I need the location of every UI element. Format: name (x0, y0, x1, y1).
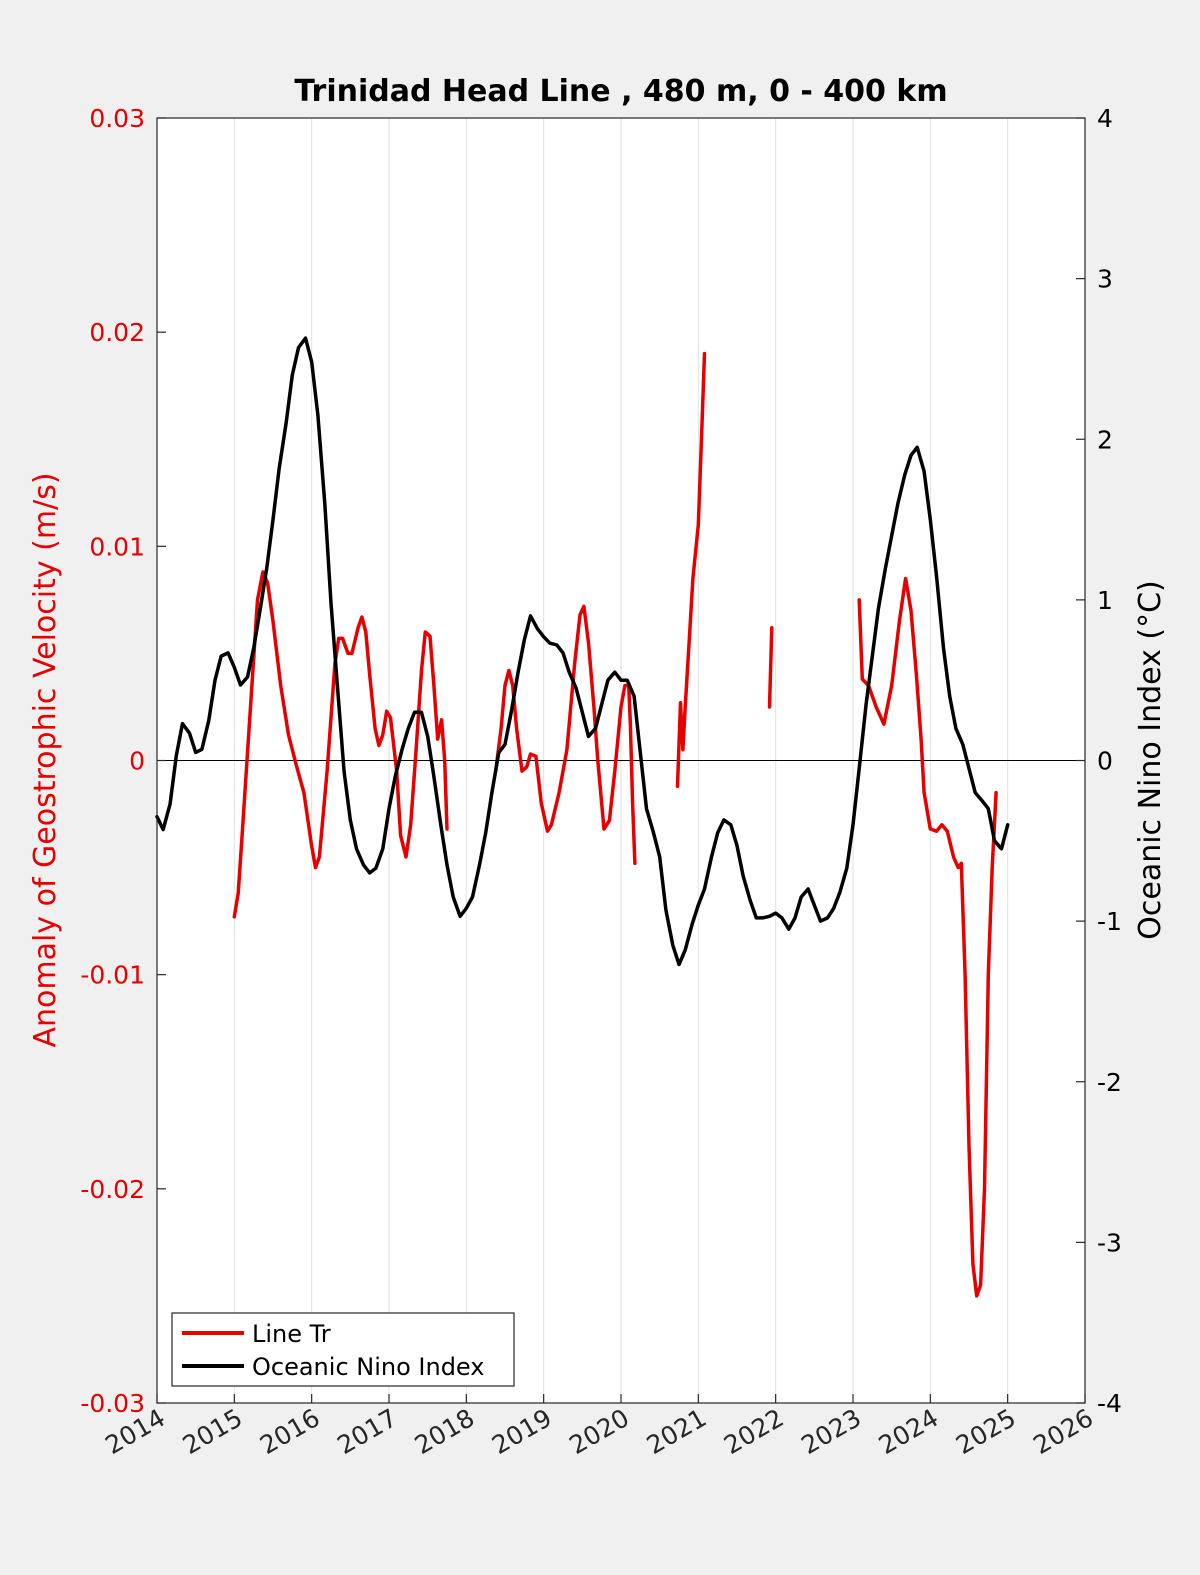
x-tick-label: 2024 (874, 1403, 944, 1460)
y-right-axis-label: Oceanic Nino Index (°C) (1133, 580, 1168, 940)
y-left-tick-label: -0.03 (80, 1389, 145, 1418)
y-right-tick-label: -1 (1097, 907, 1122, 936)
series-line-tr (767, 625, 774, 709)
series-line-tr (857, 576, 998, 1298)
legend-label-oni: Oceanic Nino Index (252, 1353, 484, 1381)
x-tick-label: 2026 (1028, 1403, 1098, 1460)
x-tick-label: 2023 (796, 1403, 866, 1460)
y-right-tick-label: 3 (1097, 265, 1113, 294)
legend-label-line-tr: Line Tr (252, 1320, 331, 1348)
series-line-tr (675, 351, 707, 788)
y-right-tick-label: 4 (1097, 104, 1113, 133)
y-left-tick-label: 0.01 (89, 532, 145, 561)
y-right-tick-label: -2 (1097, 1068, 1122, 1097)
y-left-axis-label: Anomaly of Geostrophic Velocity (m/s) (28, 472, 63, 1047)
chart-title: Trinidad Head Line , 480 m, 0 - 400 km (294, 74, 947, 109)
x-tick-label: 2021 (642, 1403, 712, 1460)
y-left-tick-label: 0.02 (89, 318, 145, 347)
series-oceanic-nino-index (155, 336, 1010, 967)
x-tick-label: 2022 (719, 1403, 789, 1460)
x-tick-label: 2015 (178, 1403, 248, 1460)
y-left-tick-label: 0 (129, 747, 145, 776)
series-layer (155, 336, 1010, 1298)
y-right-tick-label: -3 (1097, 1228, 1122, 1257)
y-right-tick-label: 2 (1097, 425, 1113, 454)
legend: Line Tr Oceanic Nino Index (171, 1312, 515, 1387)
y-left-tick-label: -0.01 (80, 961, 145, 990)
series-line-tr (232, 570, 449, 919)
legend-box (171, 1312, 515, 1387)
y-right-tick-label: -4 (1097, 1389, 1122, 1418)
y-left-tick-label: -0.02 (80, 1175, 145, 1204)
x-tick-label: 2016 (255, 1403, 325, 1460)
y-right-tick-label: 0 (1097, 747, 1113, 776)
x-tick-label: 2025 (951, 1403, 1021, 1460)
y-right-tick-label: 1 (1097, 586, 1113, 615)
x-tick-label: 2019 (487, 1403, 557, 1460)
x-tick-label: 2017 (332, 1403, 402, 1460)
y-left-tick-label: 0.03 (89, 104, 145, 133)
x-tick-label: 2018 (410, 1403, 480, 1460)
series-line-tr (493, 604, 637, 866)
x-tick-label: 2020 (564, 1403, 634, 1460)
